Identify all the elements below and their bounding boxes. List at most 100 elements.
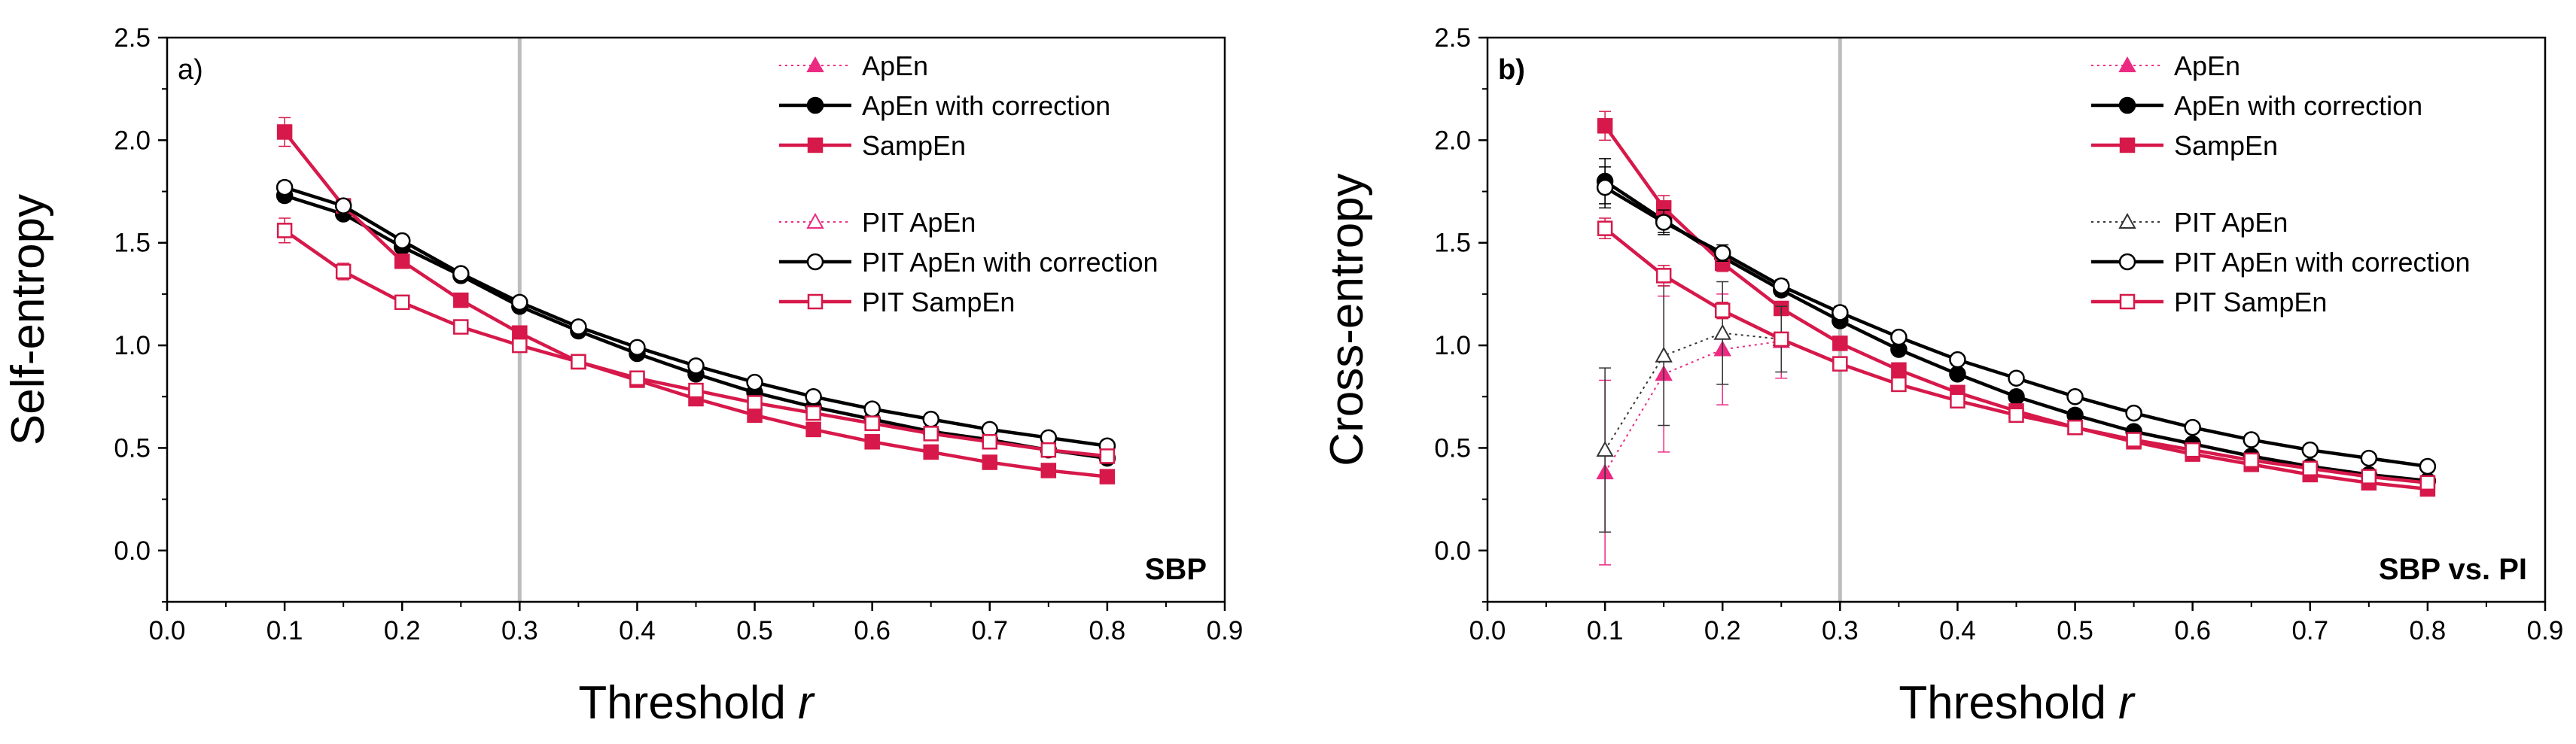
legend-marker <box>806 253 824 271</box>
panel-label: b) <box>1498 54 1525 86</box>
legend-marker <box>2118 212 2136 229</box>
y-axis-title: Cross-entropy <box>1321 173 1373 466</box>
chart-panel-b: 0.0 0.1 0.2 0.3 0.4 0.5 0.6 0.7 0.8 0.9 0.0 0.5 1.0 1… <box>1321 23 2563 729</box>
data-point <box>2126 432 2142 448</box>
data-point <box>1832 304 1849 321</box>
legend-marker <box>807 137 824 153</box>
series-line <box>1603 186 2428 469</box>
data-point <box>453 292 469 308</box>
data-point <box>1713 323 1731 340</box>
data-point <box>2008 369 2025 387</box>
data-point <box>1949 366 1966 383</box>
data-point <box>688 382 704 399</box>
x-tick-label: 0.3 <box>501 616 538 645</box>
data-point <box>2008 407 2024 424</box>
y-tick-label: 1.5 <box>1434 229 1471 258</box>
series-apen <box>1596 293 1790 566</box>
x-tick-label: 0.7 <box>971 616 1008 645</box>
data-point <box>2125 404 2142 422</box>
x-axis-title: Threshold r <box>1899 677 2136 729</box>
x-tick-label: 0.2 <box>1704 616 1741 645</box>
panel-label: a) <box>178 54 203 86</box>
x-axis-title: Threshold r <box>578 677 815 729</box>
legend-marker <box>806 96 824 114</box>
x-tick-label: 0.5 <box>736 616 773 645</box>
legend-label: PIT ApEn with correction <box>862 247 1159 278</box>
data-point <box>982 454 998 470</box>
x-tick-label: 0.1 <box>266 616 303 645</box>
series-sampen <box>276 117 1116 484</box>
legend-marker <box>2118 96 2136 114</box>
data-point <box>452 265 470 282</box>
data-point <box>864 415 880 431</box>
x-tick-label: 0.2 <box>384 616 421 645</box>
data-point <box>1040 442 1057 458</box>
y-tick-label: 1.5 <box>114 229 151 258</box>
y-tick-label: 2.0 <box>1434 126 1471 155</box>
data-point <box>2243 452 2259 469</box>
legend-label: PIT SampEn <box>2174 287 2327 317</box>
legend-label: ApEn with correction <box>2174 90 2422 121</box>
data-point <box>1040 463 1057 478</box>
data-point <box>1890 328 1908 346</box>
data-point <box>1099 448 1116 464</box>
legend-marker <box>2119 293 2136 310</box>
axes-frame <box>166 36 1226 603</box>
data-point <box>511 293 528 311</box>
data-point <box>864 434 880 450</box>
data-point <box>570 318 587 336</box>
y-tick-label: 0.5 <box>1434 433 1471 463</box>
legend-marker <box>807 293 824 310</box>
data-point <box>922 411 939 428</box>
data-point <box>1774 331 1789 348</box>
x-tick-label: 0.4 <box>619 616 656 645</box>
series-line <box>1603 180 2428 483</box>
y-tick-label: 2.0 <box>114 126 151 155</box>
y-tick-label: 1.0 <box>114 331 151 360</box>
x-axis-title-text: Threshold <box>578 677 786 729</box>
data-point <box>629 370 645 386</box>
data-point <box>571 354 586 370</box>
legend-label: SampEn <box>2174 130 2278 161</box>
x-tick-label: 0.4 <box>1939 616 1976 645</box>
legend-marker <box>2118 56 2136 72</box>
legend-marker <box>806 212 824 229</box>
data-point <box>1596 441 1614 457</box>
axes-frame <box>1486 36 2547 603</box>
data-point <box>805 388 822 405</box>
series-line <box>1604 340 1782 473</box>
data-point <box>276 124 293 140</box>
y-axis-title: Self-entropy <box>2 194 54 445</box>
series-pit-apen <box>1596 281 1790 533</box>
data-point <box>1891 376 1907 393</box>
legend-label: PIT ApEn <box>862 207 976 238</box>
legend-label: ApEn <box>862 50 928 81</box>
data-point <box>453 319 469 335</box>
x-axis-title-variable: r <box>2118 677 2136 729</box>
data-point <box>747 395 763 411</box>
panel-annotation: SBP <box>1145 553 1207 586</box>
x-tick-label: 0.9 <box>1207 616 1244 645</box>
x-tick-label: 0.7 <box>2291 616 2328 645</box>
data-point <box>2067 419 2083 436</box>
series-pit-apen-with-correction <box>1596 166 2437 475</box>
data-point <box>923 444 939 460</box>
data-point <box>334 197 352 214</box>
legend-label: ApEn <box>2174 50 2240 81</box>
series-apen-with-correction <box>1596 158 2437 490</box>
data-point <box>1832 356 1848 372</box>
data-point <box>746 373 763 391</box>
legend-label: PIT SampEn <box>862 287 1015 317</box>
data-point <box>1949 351 1966 369</box>
data-point <box>2419 457 2437 475</box>
data-point <box>1596 178 1614 196</box>
legend-marker <box>806 56 824 72</box>
legend-label: SampEn <box>862 130 966 161</box>
data-point <box>982 434 998 450</box>
legend: ApEn ApEn with correction SampEn PIT ApEn PI… <box>779 50 1159 317</box>
data-point <box>393 232 411 250</box>
series-pit-sampen <box>1597 217 2436 491</box>
data-point <box>335 263 352 280</box>
data-point <box>1099 469 1116 484</box>
data-point <box>394 294 410 311</box>
